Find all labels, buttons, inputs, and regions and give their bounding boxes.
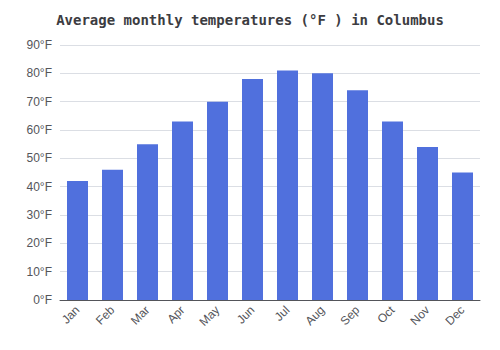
svg-text:May: May [197, 303, 223, 329]
svg-text:90°F: 90°F [27, 38, 52, 52]
svg-text:0°F: 0°F [33, 293, 52, 307]
svg-text:Apr: Apr [164, 303, 187, 326]
svg-text:70°F: 70°F [27, 95, 52, 109]
svg-text:80°F: 80°F [27, 66, 52, 80]
svg-text:Mar: Mar [128, 303, 153, 327]
svg-text:Feb: Feb [93, 303, 118, 328]
svg-text:Jun: Jun [234, 303, 258, 327]
svg-text:Aug: Aug [302, 303, 327, 328]
svg-text:Jul: Jul [272, 303, 293, 324]
svg-text:30°F: 30°F [27, 208, 52, 222]
svg-text:Nov: Nov [407, 303, 432, 328]
svg-text:20°F: 20°F [27, 236, 52, 250]
svg-text:10°F: 10°F [27, 265, 52, 279]
svg-text:60°F: 60°F [27, 123, 52, 137]
svg-text:40°F: 40°F [27, 180, 52, 194]
svg-text:50°F: 50°F [27, 151, 52, 165]
svg-text:Sep: Sep [337, 303, 362, 328]
svg-text:Jan: Jan [59, 303, 83, 327]
svg-text:Average monthly temperatures (: Average monthly temperatures (°F ) in Co… [56, 12, 444, 28]
svg-text:Oct: Oct [374, 303, 398, 327]
svg-text:Dec: Dec [442, 303, 467, 328]
